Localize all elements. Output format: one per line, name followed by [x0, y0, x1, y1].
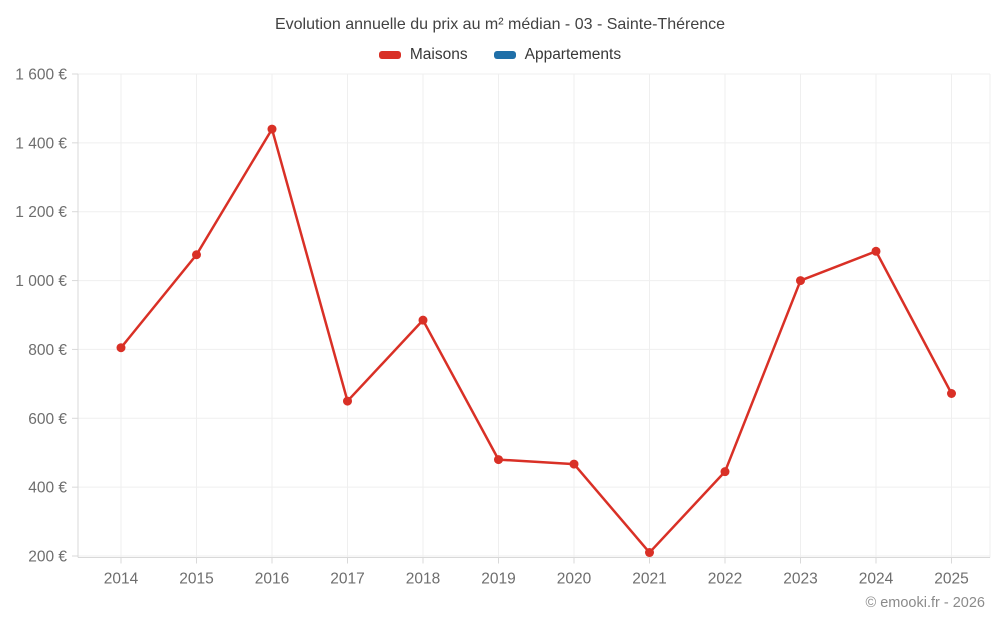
- x-axis-labels: 2014 2015 2016 2017 2018 2019 2020 2021 2022 2023…: [104, 571, 969, 588]
- y-tick-label: 1 600 €: [15, 67, 67, 84]
- data-point-2025[interactable]: [947, 388, 956, 398]
- data-point-2022[interactable]: [720, 467, 730, 477]
- legend-item-appartements[interactable]: Appartements: [493, 46, 622, 64]
- data-point-2016[interactable]: [267, 124, 277, 134]
- chart-title: Evolution annuelle du prix au m² médian …: [274, 16, 726, 33]
- x-tick-label: 2014: [104, 571, 139, 588]
- x-tick-label: 2018: [406, 571, 440, 588]
- x-tick-label: 2022: [708, 571, 742, 588]
- x-tick-label: 2023: [783, 571, 817, 588]
- x-tick-label: 2016: [255, 571, 289, 588]
- data-point-2019[interactable]: [494, 455, 503, 465]
- series-maisons: [116, 124, 956, 558]
- data-point-2014[interactable]: [116, 343, 126, 353]
- y-axis-labels: 200 € 400 € 600 € 800 € 1 000 € 1 200 € 1 400 …: [15, 67, 67, 566]
- maisons-series-swatch-icon: [378, 51, 401, 59]
- x-tick-label: 2024: [859, 571, 894, 588]
- y-tick-label: 1 200 €: [15, 204, 67, 221]
- x-tick-label: 2020: [557, 571, 592, 588]
- legend-label-maisons: Maisons: [409, 46, 468, 63]
- x-tick-label: 2021: [632, 571, 666, 588]
- data-point-2017[interactable]: [343, 396, 352, 406]
- y-tick-label: 200 €: [28, 549, 67, 566]
- x-tick-label: 2025: [934, 571, 968, 588]
- y-tick-label: 600 €: [28, 411, 67, 428]
- data-point-2020[interactable]: [569, 459, 579, 469]
- data-point-2018[interactable]: [418, 315, 428, 325]
- copyright-text: © emooki.fr - 2026: [865, 595, 985, 611]
- appartements-series-swatch-icon: [493, 51, 516, 59]
- legend-label-appartements: Appartements: [524, 46, 622, 63]
- legend: Maisons Appartements: [0, 46, 1000, 64]
- data-point-2023[interactable]: [796, 276, 805, 286]
- y-tick-label: 1 000 €: [15, 273, 67, 290]
- x-tick-label: 2019: [481, 571, 515, 588]
- y-tick-label: 400 €: [28, 480, 67, 497]
- y-tick-label: 1 400 €: [15, 135, 67, 152]
- data-point-2015[interactable]: [192, 250, 201, 260]
- y-tick-label: 800 €: [28, 342, 67, 359]
- data-point-2024[interactable]: [871, 246, 881, 256]
- gridlines: [78, 73, 991, 558]
- axes: [72, 73, 990, 564]
- x-tick-label: 2015: [179, 571, 213, 588]
- legend-item-maisons[interactable]: Maisons: [378, 46, 468, 64]
- data-point-2021[interactable]: [645, 548, 654, 558]
- series-line-maisons: [120, 127, 953, 554]
- x-tick-label: 2017: [330, 571, 364, 588]
